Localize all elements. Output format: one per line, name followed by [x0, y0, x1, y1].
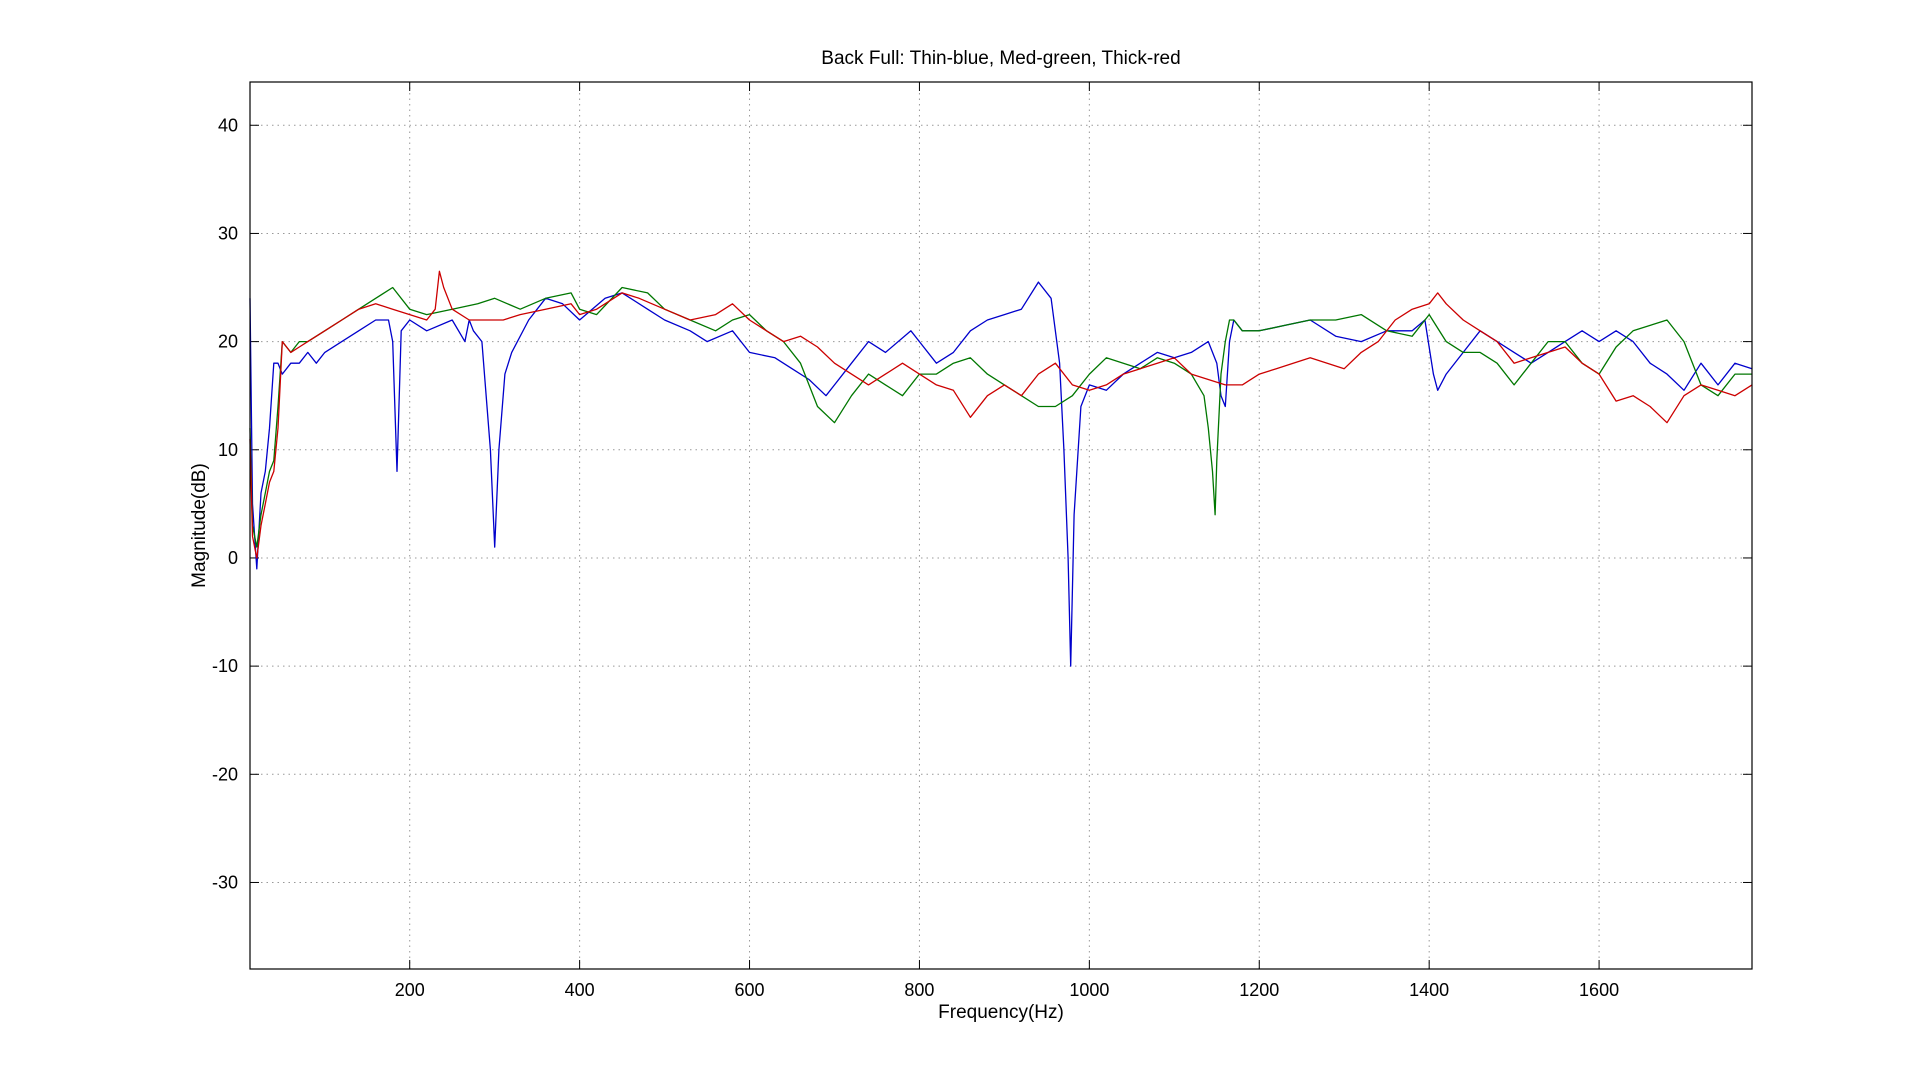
y-tick-label: 0 [228, 548, 238, 568]
x-tick-label: 400 [565, 980, 595, 1000]
y-tick-label: 10 [218, 440, 238, 460]
series-line-3 [249, 270, 1753, 559]
y-tick-label: -10 [212, 656, 238, 676]
chart-title: Back Full: Thin-blue, Med-green, Thick-r… [821, 48, 1180, 69]
y-axis-label: Magnitude(dB) [189, 463, 210, 588]
x-tick-label: 600 [735, 980, 765, 1000]
x-tick-label: 200 [395, 980, 425, 1000]
x-tick-label: 1600 [1579, 980, 1619, 1000]
y-tick-label: -30 [212, 872, 238, 892]
series-line-1 [249, 281, 1753, 667]
series-lines [249, 270, 1753, 667]
x-tick-label: 1000 [1069, 980, 1109, 1000]
y-tick-label: -20 [212, 764, 238, 784]
x-axis-label: Frequency(Hz) [938, 1002, 1064, 1023]
x-tick-label: 1200 [1239, 980, 1279, 1000]
y-tick-label: 40 [218, 115, 238, 135]
y-tick-label: 20 [218, 332, 238, 352]
x-tick-label: 800 [904, 980, 934, 1000]
x-tick-label: 1400 [1409, 980, 1449, 1000]
tick-labels: 200 400 600 800 1000 1200 1400 1600 -30 -20 -10 0 10… [212, 115, 1619, 1000]
plot-frame [249, 81, 1753, 970]
y-tick-label: 30 [218, 223, 238, 243]
